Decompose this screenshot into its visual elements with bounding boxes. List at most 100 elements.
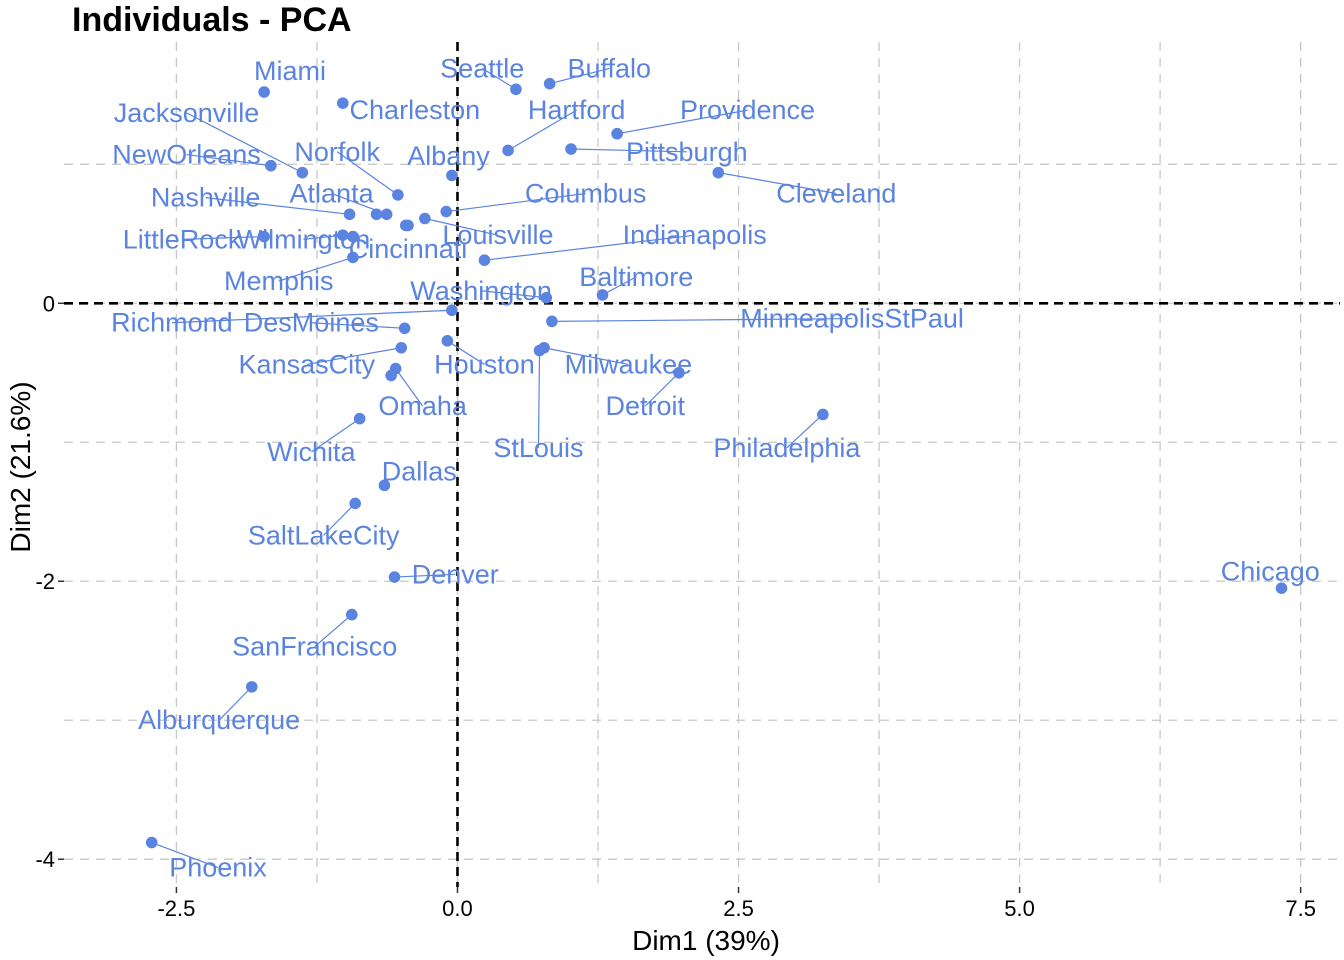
point-saltlakecity	[349, 497, 361, 510]
label-charleston: Charleston	[350, 95, 481, 125]
label-cleveland: Cleveland	[776, 178, 896, 208]
point-providence	[611, 127, 623, 140]
point-nashville	[343, 208, 356, 221]
leader-line	[205, 197, 350, 215]
point-sanfrancisco	[346, 608, 358, 621]
label-baltimore: Baltimore	[579, 262, 693, 292]
point-unlabeled	[347, 230, 359, 243]
point-kansascity	[395, 341, 408, 354]
leader-line	[786, 414, 824, 449]
point-neworleans	[265, 159, 277, 172]
label-denver: Denver	[412, 559, 499, 589]
label-sanfrancisco: SanFrancisco	[232, 632, 397, 662]
point-wilmington	[337, 229, 349, 241]
label-wilmington: Wilmington	[237, 224, 371, 254]
point-littlerock	[258, 230, 270, 243]
leader-line	[182, 235, 265, 240]
point-washington	[540, 291, 553, 304]
x-tick-label: 5.0	[1004, 896, 1035, 921]
label-littlerock: LittleRock	[123, 224, 242, 254]
leader-line	[314, 614, 353, 648]
leader-line	[446, 192, 586, 213]
leader-line	[481, 290, 547, 299]
label-hartford: Hartford	[528, 95, 626, 125]
leader-line	[186, 112, 303, 174]
chart-title: Individuals - PCA	[72, 1, 352, 39]
leader-line	[151, 841, 219, 869]
label-chicago: Chicago	[1221, 557, 1320, 587]
point-philadelphia	[817, 408, 829, 421]
point-alburquerque	[245, 681, 258, 693]
y-axis-title: Dim2 (21.6%)	[5, 381, 36, 552]
point-indianapolis	[478, 254, 491, 266]
point-dallas	[378, 479, 391, 492]
label-stlouis: StLouis	[493, 433, 583, 463]
point-buffalo	[543, 77, 556, 90]
y-tick-label: -4	[35, 847, 55, 872]
label-buffalo: Buffalo	[567, 53, 651, 83]
point-miami	[258, 86, 270, 98]
label-phoenix: Phoenix	[169, 853, 267, 883]
label-norfolk: Norfolk	[294, 137, 380, 167]
leader-line	[718, 172, 837, 195]
point-labels: Miami Charleston Seattle Buffalo Jacksonvill…	[111, 53, 1320, 882]
leader-line	[323, 502, 356, 536]
leader-line	[537, 350, 541, 448]
point-seattle	[510, 83, 522, 96]
point-unlabeled	[370, 208, 383, 221]
leader-line	[481, 67, 517, 90]
leader-line	[395, 368, 424, 407]
label-desmoines: DesMoines	[244, 308, 379, 338]
label-richmond: Richmond	[111, 308, 233, 338]
x-tick-label: -2.5	[157, 896, 195, 921]
leader-line	[306, 347, 402, 366]
leader-line	[644, 372, 680, 407]
label-providence: Providence	[680, 95, 815, 125]
point-minneapolisstpaul	[546, 315, 558, 328]
label-wichita: Wichita	[267, 437, 356, 467]
point-phoenix	[145, 836, 158, 849]
leader-line	[551, 317, 853, 322]
point-jacksonville	[296, 166, 309, 179]
leader-line	[543, 347, 629, 366]
point-stlouis	[533, 344, 546, 357]
label-nashville: Nashville	[151, 183, 261, 213]
y-tick-label: 0	[43, 291, 55, 316]
point-detroit	[673, 366, 685, 379]
leader-line	[186, 153, 271, 167]
x-tick-label: 7.5	[1285, 896, 1316, 921]
point-cleveland	[712, 166, 725, 179]
label-dallas: Dallas	[382, 456, 457, 486]
point-norfolk	[392, 189, 404, 201]
label-philadelphia: Philadelphia	[713, 433, 861, 463]
y-tick-label: -2	[35, 569, 55, 594]
x-tick-label: 2.5	[723, 896, 754, 921]
leader-line	[447, 340, 485, 365]
leader-line	[278, 256, 354, 282]
label-pittsburgh: Pittsburgh	[626, 137, 748, 167]
label-saltlakecity: SaltLakeCity	[248, 520, 400, 550]
point-columbus	[440, 205, 453, 218]
point-louisville	[419, 212, 431, 225]
label-jacksonville: Jacksonville	[114, 98, 260, 128]
leader-line	[394, 573, 456, 578]
point-denver	[388, 571, 401, 583]
label-alburquerque: Alburquerque	[138, 705, 300, 735]
label-washington: Washington	[410, 276, 552, 306]
x-axis-ticks: -2.5 0.0 2.5 5.0 7.5	[157, 887, 1316, 921]
label-omaha: Omaha	[378, 391, 468, 421]
point-charleston	[337, 97, 349, 109]
label-miami: Miami	[254, 56, 326, 86]
leader-line	[549, 67, 610, 85]
leader-line	[617, 109, 748, 135]
label-neworleans: NewOrleans	[112, 140, 261, 170]
label-memphis: Memphis	[224, 266, 334, 296]
leader-line	[171, 309, 452, 324]
leader-line	[218, 686, 253, 721]
x-axis-title: Dim1 (39%)	[632, 925, 780, 956]
label-louisville: Louisville	[442, 220, 553, 250]
leader-line	[424, 217, 499, 236]
label-columbus: Columbus	[525, 178, 647, 208]
point-unlabeled	[385, 369, 397, 382]
